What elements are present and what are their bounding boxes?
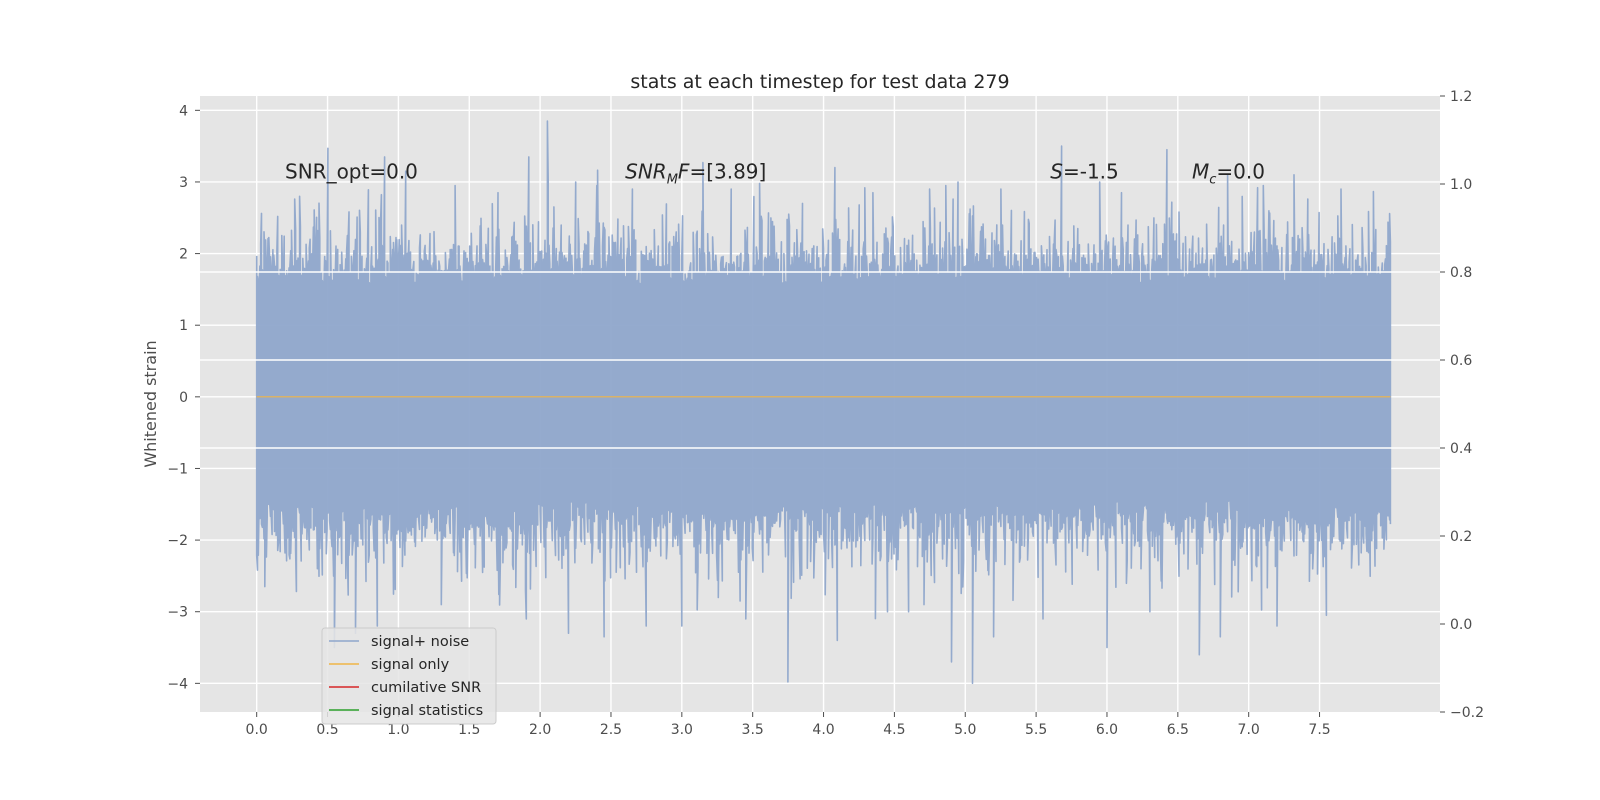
annotation-mc: Mc=0.0 bbox=[1192, 159, 1265, 187]
x-tick-label: 2.5 bbox=[600, 722, 622, 738]
y-tick-label: −1 bbox=[167, 461, 188, 477]
x-tick-label: 1.0 bbox=[387, 722, 409, 738]
y-tick-label: 0 bbox=[179, 390, 188, 406]
x-tick-label: 6.0 bbox=[1096, 722, 1118, 738]
x-tick-label: 0.5 bbox=[316, 722, 338, 738]
annotation-s-value: =-1.5 bbox=[1063, 159, 1119, 183]
signal-noise-trace bbox=[255, 120, 1392, 685]
y-axis-left: 4 3 2 1 0 −1 −2 −3 −4 bbox=[167, 103, 200, 692]
annotation-snr-mf-value: =[3.89] bbox=[689, 159, 766, 183]
x-tick-label: 5.0 bbox=[954, 722, 976, 738]
y2-tick-label: 1.2 bbox=[1450, 89, 1472, 105]
x-tick-label: 4.0 bbox=[812, 722, 834, 738]
data-layer bbox=[255, 120, 1392, 685]
y-tick-label: −4 bbox=[167, 676, 188, 692]
x-tick-label: 6.5 bbox=[1167, 722, 1189, 738]
x-tick-label: 7.0 bbox=[1238, 722, 1260, 738]
annotation-mc-main: M bbox=[1192, 159, 1209, 183]
x-tick-label: 7.5 bbox=[1308, 722, 1330, 738]
x-tick-label: 5.5 bbox=[1025, 722, 1047, 738]
x-tick-label: 2.0 bbox=[529, 722, 551, 738]
y2-tick-label: 0.0 bbox=[1450, 617, 1472, 633]
annotation-s: S=-1.5 bbox=[1050, 159, 1118, 183]
x-tick-label: 4.5 bbox=[883, 722, 905, 738]
y2-tick-label: −0.2 bbox=[1450, 705, 1484, 721]
x-tick-label: 0.0 bbox=[246, 722, 268, 738]
x-axis: 0.0 0.5 1.0 1.5 2.0 2.5 3.0 3.5 4.0 4.5 5.0 5.5 6.0 6… bbox=[246, 712, 1331, 738]
y-tick-label: 1 bbox=[179, 318, 188, 334]
annotation-snr-opt: SNR_opt=0.0 bbox=[285, 159, 418, 183]
y-tick-label: −2 bbox=[167, 533, 188, 549]
annotation-snr-mf-main: SNR bbox=[625, 159, 667, 183]
y-axis-title: Whitened strain bbox=[141, 340, 160, 467]
y-tick-label: 4 bbox=[179, 103, 188, 119]
y-tick-label: −3 bbox=[167, 605, 188, 621]
y-tick-label: 3 bbox=[179, 175, 188, 191]
legend-label-signal-statistics: signal statistics bbox=[371, 703, 483, 719]
annotation-s-symbol: S bbox=[1050, 159, 1063, 183]
legend-label-signal-only: signal only bbox=[371, 657, 450, 673]
y2-tick-label: 0.8 bbox=[1450, 265, 1472, 281]
legend-label-signal-noise: signal+ noise bbox=[371, 634, 469, 650]
y-tick-label: 2 bbox=[179, 247, 188, 263]
x-tick-label: 3.0 bbox=[671, 722, 693, 738]
annotation-snr-mf-tail: F bbox=[678, 159, 690, 183]
annotation-snr-mf: SNRMF=[3.89] bbox=[625, 159, 766, 187]
y-axis-right: 1.2 1.0 0.8 0.6 0.4 0.2 0.0 −0.2 bbox=[1440, 89, 1484, 721]
annotation-snr-mf-sub: M bbox=[667, 172, 678, 187]
y2-tick-label: 1.0 bbox=[1450, 177, 1472, 193]
right-axis-lines bbox=[200, 271, 1440, 449]
legend-label-cumulative-snr: cumilative SNR bbox=[371, 680, 481, 696]
annotations: SNR_opt=0.0 SNRMF=[3.89] S=-1.5 Mc=0.0 bbox=[285, 159, 1265, 187]
y2-tick-label: 0.2 bbox=[1450, 529, 1472, 545]
legend: signal+ noise signal only cumilative SNR… bbox=[321, 627, 497, 725]
annotation-mc-value: =0.0 bbox=[1216, 159, 1265, 183]
x-tick-label: 1.5 bbox=[458, 722, 480, 738]
chart-title: stats at each timestep for test data 279 bbox=[630, 71, 1009, 93]
x-tick-label: 3.5 bbox=[742, 722, 764, 738]
legend-box bbox=[321, 627, 497, 725]
annotation-mc-sub: c bbox=[1209, 172, 1216, 187]
y2-tick-label: 0.4 bbox=[1450, 441, 1472, 457]
y2-tick-label: 0.6 bbox=[1450, 353, 1472, 369]
